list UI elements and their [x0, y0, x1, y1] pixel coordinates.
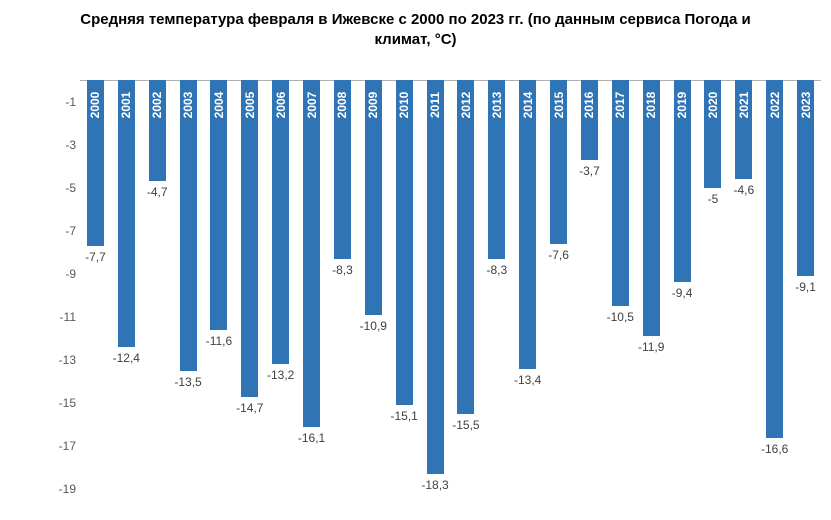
bar	[241, 80, 258, 397]
value-label: -13,4	[514, 373, 541, 387]
value-label: -8,3	[332, 263, 353, 277]
year-label: 2018	[644, 92, 658, 119]
year-label: 2003	[181, 92, 195, 119]
value-label: -5	[708, 192, 719, 206]
year-label: 2021	[737, 92, 751, 119]
year-label: 2008	[335, 92, 349, 119]
bar-group: 2006 -13,2	[265, 80, 296, 500]
bar	[180, 80, 197, 371]
value-label: -18,3	[421, 478, 448, 492]
bar-group: 2003 -13,5	[173, 80, 204, 500]
value-label: -12,4	[113, 351, 140, 365]
bar-group: 2017 -10,5	[605, 80, 636, 500]
value-label: -3,7	[579, 164, 600, 178]
year-label: 2012	[459, 92, 473, 119]
value-label: -16,6	[761, 442, 788, 456]
year-label: 2020	[706, 92, 720, 119]
bar-group: 2022 -16,6	[759, 80, 790, 500]
value-label: -13,2	[267, 368, 294, 382]
bars-container: 2000 -7,7 2001 -12,4 2002 -4,7 2003 -13,5 2004 -1…	[80, 80, 821, 500]
bar	[118, 80, 135, 347]
bar-group: 2019 -9,4	[667, 80, 698, 500]
bar-group: 2004 -11,6	[204, 80, 235, 500]
year-label: 2019	[675, 92, 689, 119]
year-label: 2022	[768, 92, 782, 119]
year-label: 2002	[150, 92, 164, 119]
bar-group: 2020 -5	[698, 80, 729, 500]
bar-group: 2007 -16,1	[296, 80, 327, 500]
plot-area: 2000 -7,7 2001 -12,4 2002 -4,7 2003 -13,5 2004 -1…	[80, 80, 821, 500]
chart-title: Средняя температура февраля в Ижевске с …	[0, 0, 831, 51]
year-label: 2017	[613, 92, 627, 119]
year-label: 2015	[552, 92, 566, 119]
value-label: -10,9	[360, 319, 387, 333]
year-label: 2006	[274, 92, 288, 119]
y-tick-label: -1	[65, 95, 76, 109]
value-label: -7,7	[85, 250, 106, 264]
bar-group: 2000 -7,7	[80, 80, 111, 500]
y-tick-label: -3	[65, 138, 76, 152]
value-label: -16,1	[298, 431, 325, 445]
bar-group: 2010 -15,1	[389, 80, 420, 500]
bar-group: 2005 -14,7	[234, 80, 265, 500]
bar	[643, 80, 660, 336]
bar-group: 2011 -18,3	[420, 80, 451, 500]
bar	[766, 80, 783, 438]
value-label: -15,1	[391, 409, 418, 423]
bar	[519, 80, 536, 369]
bar	[396, 80, 413, 405]
bar-group: 2013 -8,3	[481, 80, 512, 500]
bar-group: 2023 -9,1	[790, 80, 821, 500]
bar	[272, 80, 289, 364]
year-label: 2013	[490, 92, 504, 119]
y-tick-label: -7	[65, 224, 76, 238]
y-tick-label: -13	[59, 353, 76, 367]
value-label: -13,5	[174, 375, 201, 389]
y-tick-label: -17	[59, 439, 76, 453]
y-tick-label: -15	[59, 396, 76, 410]
value-label: -11,9	[638, 340, 664, 354]
year-label: 2011	[428, 92, 442, 118]
year-label: 2001	[119, 92, 133, 119]
bar-group: 2021 -4,6	[728, 80, 759, 500]
bar-group: 2012 -15,5	[451, 80, 482, 500]
value-label: -15,5	[452, 418, 479, 432]
value-label: -9,1	[795, 280, 816, 294]
value-label: -14,7	[236, 401, 263, 415]
year-label: 2000	[88, 92, 102, 119]
value-label: -10,5	[607, 310, 634, 324]
year-label: 2014	[521, 92, 535, 119]
year-label: 2016	[582, 92, 596, 119]
y-tick-label: -11	[60, 310, 76, 324]
bar	[457, 80, 474, 414]
value-label: -11,6	[206, 334, 232, 348]
year-label: 2010	[397, 92, 411, 119]
year-label: 2004	[212, 92, 226, 119]
bar-group: 2002 -4,7	[142, 80, 173, 500]
year-label: 2005	[243, 92, 257, 119]
value-label: -8,3	[486, 263, 507, 277]
chart-area: -1 -3 -5 -7 -9 -11 -13 -15 -17 -19 2000 -7,7 2001 -1…	[50, 80, 821, 500]
year-label: 2009	[366, 92, 380, 119]
year-label: 2007	[305, 92, 319, 119]
y-tick-label: -19	[59, 482, 76, 496]
bar-group: 2001 -12,4	[111, 80, 142, 500]
y-tick-label: -9	[65, 267, 76, 281]
value-label: -7,6	[548, 248, 569, 262]
y-tick-label: -5	[65, 181, 76, 195]
bar-group: 2016 -3,7	[574, 80, 605, 500]
bar-group: 2008 -8,3	[327, 80, 358, 500]
y-axis: -1 -3 -5 -7 -9 -11 -13 -15 -17 -19	[50, 80, 80, 500]
bar-group: 2009 -10,9	[358, 80, 389, 500]
bar	[303, 80, 320, 427]
bar	[427, 80, 444, 474]
value-label: -9,4	[672, 286, 693, 300]
bar-group: 2018 -11,9	[636, 80, 667, 500]
year-label: 2023	[799, 92, 813, 119]
bar-group: 2014 -13,4	[512, 80, 543, 500]
value-label: -4,7	[147, 185, 168, 199]
bar-group: 2015 -7,6	[543, 80, 574, 500]
value-label: -4,6	[733, 183, 754, 197]
